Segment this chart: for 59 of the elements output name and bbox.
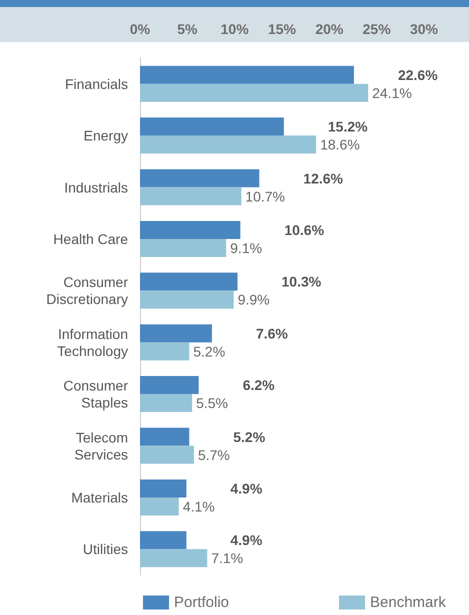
data-label: 18.6%	[320, 136, 360, 153]
bar	[140, 238, 226, 257]
data-label: 4.1%	[182, 498, 215, 514]
y-tick-label: Telecom Services	[74, 429, 128, 462]
data-label: 5.2%	[193, 343, 226, 360]
x-tick-label: 30%	[410, 21, 439, 37]
data-label: 9.1%	[230, 240, 262, 256]
bar	[140, 66, 354, 84]
data-label: 7.6%	[256, 325, 288, 342]
bar	[140, 394, 192, 412]
data-label: 24.1%	[372, 84, 412, 101]
legend-label: Portfolio	[174, 594, 230, 611]
x-tick-label: 5%	[177, 21, 198, 37]
bar	[140, 342, 190, 360]
bar	[140, 136, 316, 154]
y-tick-label: Utilities	[82, 541, 128, 558]
y-tick-label: Health Care	[53, 230, 128, 247]
data-label: 10.3%	[282, 274, 322, 290]
data-label: 5.7%	[198, 446, 230, 463]
data-label: 9.9%	[238, 292, 270, 308]
data-label: 5.2%	[233, 428, 266, 445]
data-label: 5.5%	[196, 395, 228, 412]
bar	[140, 324, 212, 342]
data-label: 10.7%	[245, 188, 285, 204]
bar	[140, 376, 199, 394]
data-label: 4.9%	[230, 532, 263, 548]
data-label: 12.6%	[303, 170, 344, 186]
bar	[140, 497, 179, 516]
x-tick-label: 10%	[220, 21, 250, 37]
bar	[140, 549, 208, 568]
y-tick-label: Industrials	[64, 179, 128, 196]
bar	[140, 169, 260, 188]
x-tick-label: 0%	[130, 21, 151, 37]
bar	[140, 220, 240, 239]
y-tick-label: Consumer Staples	[63, 378, 128, 411]
bar	[140, 428, 190, 446]
data-label: 4.9%	[230, 480, 263, 496]
x-tick-label: 20%	[315, 21, 344, 37]
data-label: 10.6%	[284, 222, 325, 238]
bar	[140, 118, 284, 136]
data-label: 22.6%	[398, 66, 438, 83]
bar	[140, 84, 368, 102]
legend-label: Benchmark	[370, 594, 446, 611]
data-label: 6.2%	[242, 377, 276, 394]
bar	[140, 531, 186, 550]
bar	[140, 290, 234, 309]
bar	[140, 479, 186, 498]
bar	[140, 446, 194, 464]
bar	[140, 272, 238, 291]
y-tick-label: Financials	[64, 76, 128, 92]
y-tick-label: Consumer Discretionary	[46, 274, 128, 308]
x-tick-label: 15%	[268, 21, 297, 37]
x-tick-label: 25%	[362, 21, 392, 37]
bar	[140, 187, 242, 206]
y-tick-label: Information Technology	[57, 326, 128, 359]
data-label: 7.1%	[211, 550, 244, 566]
y-tick-label: Energy	[84, 128, 128, 144]
y-tick-label: Materials	[71, 489, 128, 506]
data-label: 15.2%	[328, 118, 368, 135]
